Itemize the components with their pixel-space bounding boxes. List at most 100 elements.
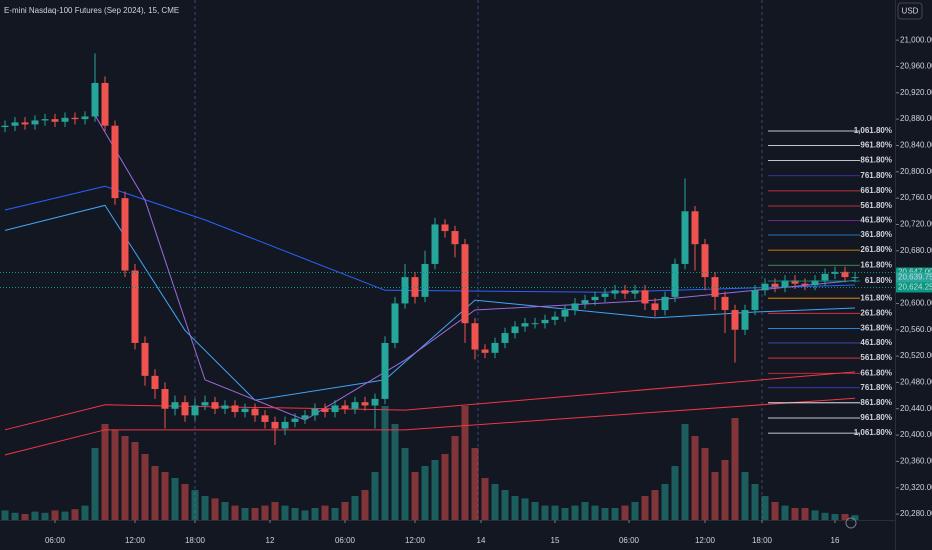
replay-icon[interactable]	[845, 517, 857, 529]
y-tick-label: 20,680.00	[900, 246, 932, 255]
volume-bar	[561, 508, 569, 520]
moving-average	[4, 397, 856, 456]
candle-body	[241, 408, 249, 413]
volume-bar	[181, 484, 189, 520]
candle-body	[251, 408, 259, 416]
candle-body	[811, 280, 819, 286]
volume-bar	[511, 496, 519, 520]
volume-bar	[321, 505, 329, 520]
volume-bar	[581, 502, 589, 520]
volume-bar	[31, 511, 39, 520]
candle-body	[341, 405, 349, 409]
y-tick-label: 20,840.00	[900, 141, 932, 150]
fib-label: 461.80%	[860, 338, 892, 347]
x-tick-label: 12:00	[405, 536, 426, 545]
price-tag-label: 20,624.25	[898, 283, 932, 292]
volume-bar	[121, 436, 129, 520]
volume-bar	[161, 472, 169, 520]
volume-bar	[211, 498, 219, 520]
volume-bar	[101, 424, 109, 520]
x-tick-label: 06:00	[45, 536, 66, 545]
candle-body	[681, 211, 689, 264]
fib-label: 1,061.80%	[854, 428, 892, 437]
volume-bar	[821, 512, 829, 520]
chart-title: E-mini Nasdaq-100 Futures (Sep 2024), 15…	[4, 6, 179, 15]
volume-bar	[221, 502, 229, 520]
volume-bar	[491, 484, 499, 520]
candle-body	[641, 290, 649, 304]
candle-body	[81, 116, 89, 120]
volume-bar	[391, 424, 399, 520]
x-tick-label: 12	[266, 536, 275, 545]
candle-body	[561, 310, 569, 317]
candle-body	[21, 122, 29, 125]
x-tick-label: 12:00	[125, 536, 146, 545]
candle-body	[141, 342, 149, 376]
candle-body	[531, 323, 539, 325]
y-tick-label: 20,800.00	[900, 167, 932, 176]
volume-bar	[751, 484, 759, 520]
y-tick-label: 20,760.00	[900, 193, 932, 202]
volume-bar	[51, 510, 59, 520]
volume-bar	[111, 430, 119, 520]
volume-bar	[251, 508, 259, 520]
volume-bar	[131, 442, 139, 520]
volume-bar	[811, 510, 819, 520]
volume-bar	[351, 496, 359, 520]
candle-body	[71, 117, 79, 120]
fib-label: 361.80%	[860, 230, 892, 239]
volume-bar	[521, 498, 529, 520]
y-tick-label: 20,440.00	[900, 404, 932, 413]
volume-bar	[291, 508, 299, 520]
volume-bar	[531, 502, 539, 520]
y-tick-label: 20,560.00	[900, 325, 932, 334]
candle-body	[361, 402, 369, 406]
volume-bar	[201, 496, 209, 520]
y-tick-label: 20,960.00	[900, 62, 932, 71]
price-tag-label: 20,639.75	[898, 272, 932, 281]
candle-body	[31, 120, 39, 125]
candle-body	[311, 408, 319, 416]
x-tick-label: 18:00	[185, 536, 206, 545]
candle-body	[431, 224, 439, 264]
volume-bar	[741, 472, 749, 520]
fib-label: 661.80%	[860, 186, 892, 195]
currency-button[interactable]	[897, 2, 923, 20]
candle-body	[571, 303, 579, 311]
volume-bar	[191, 490, 199, 520]
fib-label: 561.80%	[860, 353, 892, 362]
candle-body	[421, 263, 429, 297]
candle-body	[631, 290, 639, 294]
x-tick-label: 12:00	[695, 536, 716, 545]
volume-bar	[701, 448, 709, 520]
volume-bar	[501, 490, 509, 520]
volume-bar	[651, 490, 659, 520]
volume-bar	[761, 496, 769, 520]
candle-body	[211, 402, 219, 409]
x-tick-label: 06:00	[619, 536, 640, 545]
fib-label: 661.80%	[860, 368, 892, 377]
volume-bar	[371, 472, 379, 520]
volume-bar	[681, 424, 689, 520]
candle-body	[461, 244, 469, 324]
candle-body	[521, 323, 529, 327]
candle-body	[111, 125, 119, 199]
volume-bar	[441, 454, 449, 520]
candle-body	[651, 303, 659, 311]
currency-label[interactable]: USD	[902, 7, 919, 16]
volume-bar	[711, 472, 719, 520]
fib-label: 361.80%	[860, 324, 892, 333]
volume-bar	[431, 460, 439, 520]
volume-bar	[331, 508, 339, 520]
candle-body	[1, 125, 9, 128]
fib-label: 261.80%	[860, 308, 892, 317]
volume-bar	[801, 508, 809, 520]
fib-label: 1,061.80%	[854, 126, 892, 135]
candle-body	[541, 319, 549, 324]
candle-body	[151, 375, 159, 390]
candle-body	[671, 263, 679, 297]
volume-bar	[311, 508, 319, 520]
candle-body	[771, 283, 779, 287]
